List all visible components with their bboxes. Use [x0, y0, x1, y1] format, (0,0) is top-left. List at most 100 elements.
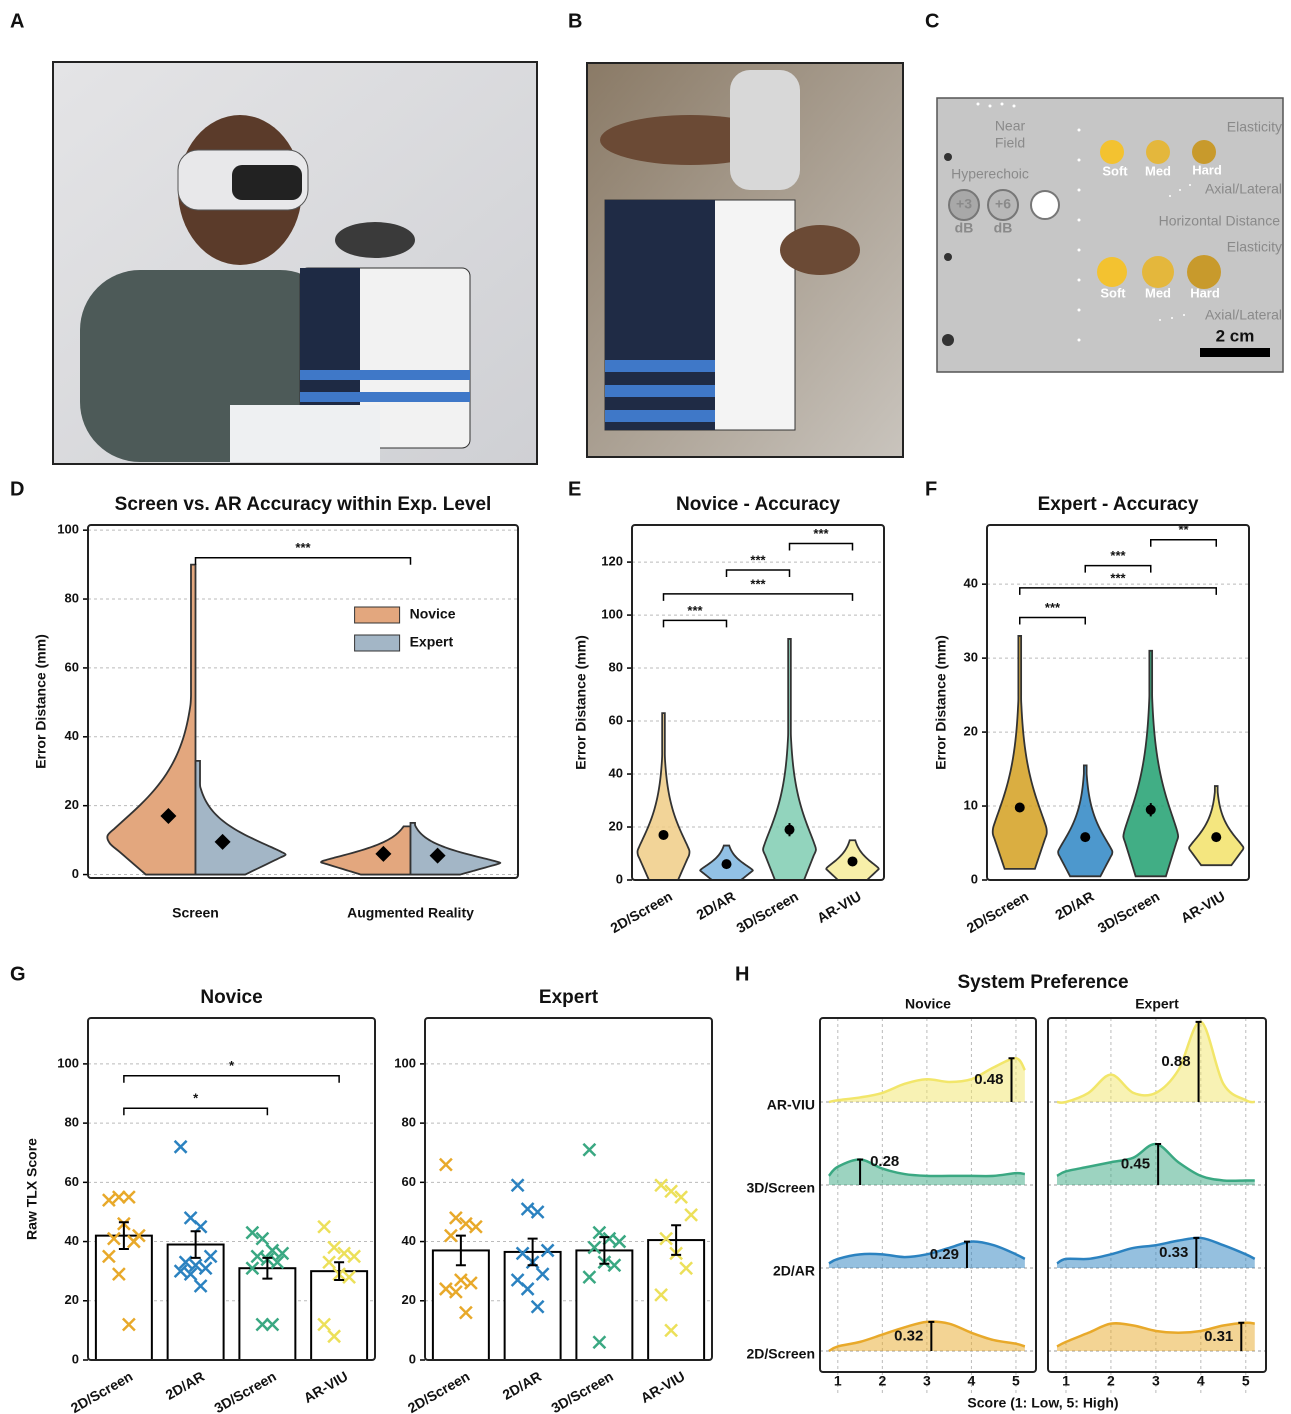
diagram-label: Med [1145, 163, 1171, 178]
chart-title: System Preference [957, 972, 1128, 993]
diagram-label: +3 [956, 196, 972, 212]
x-tick-label: 2D/Screen [405, 1368, 472, 1414]
bar [239, 1268, 295, 1360]
data-point [123, 1191, 135, 1203]
significance-label: *** [1110, 548, 1126, 563]
x-tick-label: 2D/AR [693, 888, 737, 923]
x-tick-label: 2D/Screen [68, 1368, 135, 1414]
panel-label: G [10, 963, 26, 985]
x-tick-label: 2D/Screen [608, 888, 675, 936]
x-tick-label: AR-VIU [638, 1368, 688, 1406]
photo-b [587, 63, 903, 457]
diagram-label: Med [1145, 285, 1171, 300]
x-tick-label: 3D/Screen [1095, 888, 1162, 936]
y-tick-label: 0 [72, 866, 79, 881]
panel-label: A [10, 10, 24, 32]
x-tick-label: 2D/Screen [964, 888, 1031, 936]
ridge-area [1057, 1144, 1255, 1185]
y-tick-label: 40 [402, 1233, 416, 1248]
diagram-label: Hard [1192, 162, 1222, 177]
scale-bar-label: 2 cm [1216, 326, 1255, 345]
violin [763, 639, 816, 880]
diagram-label: Elasticity [1227, 239, 1282, 255]
violin [411, 823, 501, 875]
y-axis-label: Raw TLX Score [24, 1138, 40, 1240]
y-tick-label: 80 [609, 659, 623, 674]
x-tick-label: 2 [878, 1373, 886, 1389]
peak-label: 0.45 [1121, 1155, 1150, 1172]
panel-label: B [568, 10, 582, 32]
diagram-label: dB [994, 220, 1013, 236]
x-tick-label: 3D/Screen [734, 888, 801, 936]
data-point [323, 1256, 335, 1268]
diagram-label: Soft [1102, 163, 1128, 178]
y-tick-label: 40 [964, 576, 978, 591]
peak-label: 0.31 [1204, 1328, 1233, 1345]
significance-bracket [664, 620, 727, 627]
peak-label: 0.48 [974, 1071, 1003, 1088]
significance-label: *** [750, 576, 766, 591]
panel-label: H [735, 963, 749, 985]
bar [433, 1250, 489, 1360]
diagram-label: Hyperechoic [951, 166, 1029, 182]
facet-title: Novice [905, 996, 951, 1012]
diagram-label: Soft [1100, 285, 1126, 300]
panel-label: E [568, 478, 581, 500]
chart-title: Expert [539, 987, 599, 1008]
y-tick-label: 0 [409, 1351, 416, 1366]
y-tick-label: 60 [65, 1174, 79, 1189]
y-tick-label: 20 [65, 1292, 79, 1307]
y-tick-label: 60 [402, 1174, 416, 1189]
significance-bracket [124, 1108, 268, 1115]
x-tick-label: 1 [1062, 1373, 1070, 1389]
x-tick-label: 4 [968, 1373, 976, 1389]
y-tick-label: 100 [57, 1055, 79, 1070]
significance-bracket [124, 1076, 339, 1083]
significance-bracket [1020, 617, 1086, 624]
chart-title: Expert - Accuracy [1038, 494, 1199, 515]
bar [576, 1250, 632, 1360]
data-point [685, 1209, 697, 1221]
y-tick-label: 30 [964, 650, 978, 665]
x-tick-label: AR-VIU [1178, 888, 1228, 926]
legend-label: Expert [410, 634, 454, 650]
legend-swatch [355, 607, 400, 623]
y-tick-label: 3D/Screen [747, 1180, 815, 1196]
y-tick-label: 100 [57, 522, 79, 537]
mean-marker [785, 825, 795, 835]
x-tick-label: 2 [1107, 1373, 1115, 1389]
x-tick-label: 2D/AR [1052, 888, 1096, 923]
y-tick-label: 20 [65, 797, 79, 812]
y-tick-label: 2D/Screen [747, 1346, 815, 1362]
peak-label: 0.33 [1159, 1244, 1188, 1261]
x-tick-label: 3 [923, 1373, 931, 1389]
x-axis-label: Score (1: Low, 5: High) [967, 1395, 1118, 1411]
mean-marker [722, 859, 732, 869]
y-tick-label: 100 [601, 607, 623, 622]
y-tick-label: 60 [65, 659, 79, 674]
significance-label: *** [295, 540, 311, 555]
y-tick-label: 80 [65, 590, 79, 605]
diagram-label: Horizontal Distance [1159, 213, 1281, 229]
violin [1189, 786, 1243, 865]
significance-label: *** [750, 552, 766, 567]
data-point [318, 1221, 330, 1233]
diagram-label: +6 [995, 196, 1011, 212]
diagram-label: Field [995, 135, 1025, 151]
x-tick-label: Augmented Reality [347, 905, 474, 921]
y-tick-label: 40 [65, 1233, 79, 1248]
y-tick-label: 20 [964, 724, 978, 739]
legend-swatch [355, 635, 400, 651]
significance-bracket [1151, 540, 1217, 547]
violin [321, 826, 410, 874]
y-tick-label: 2D/AR [773, 1263, 815, 1279]
violin [993, 636, 1047, 869]
x-tick-label: AR-VIU [301, 1368, 351, 1406]
peak-label: 0.28 [870, 1153, 899, 1170]
chart-title: Novice - Accuracy [676, 494, 840, 515]
significance-label: *** [687, 603, 703, 618]
mean-marker [1211, 832, 1221, 842]
violin [196, 761, 286, 875]
data-point [532, 1206, 544, 1218]
data-point [440, 1159, 452, 1171]
